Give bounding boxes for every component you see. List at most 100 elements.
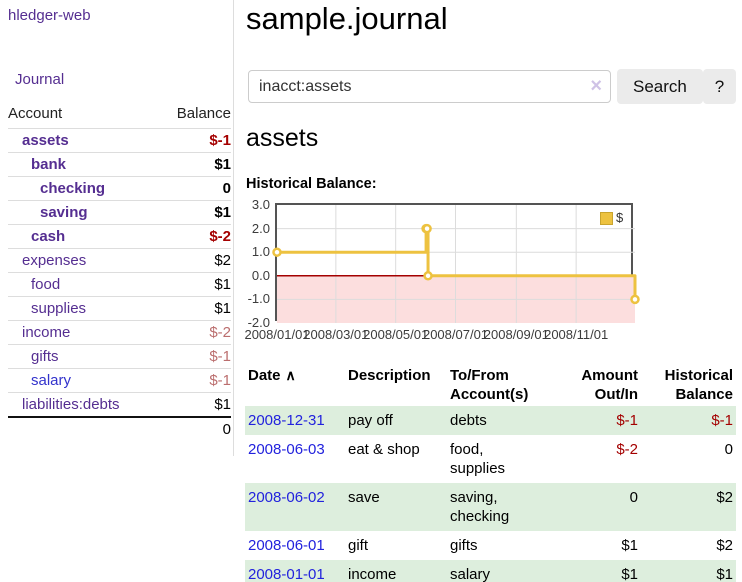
account-link[interactable]: salary — [31, 372, 72, 389]
x-axis-tick: 2008/01/01 — [244, 327, 310, 342]
x-axis-tick: 2008/11/01 — [544, 327, 609, 342]
transaction-date-link[interactable]: 2008-06-02 — [248, 489, 325, 506]
transaction-description: income — [345, 560, 447, 582]
page-title: sample.journal — [246, 1, 448, 36]
account-row: gifts $-1 — [8, 344, 231, 368]
column-header-date[interactable]: Date ∧ — [248, 367, 296, 384]
accounts-total-value: 0 — [222, 421, 231, 438]
transaction-date-link[interactable]: 2008-06-03 — [248, 441, 325, 458]
y-axis-tick: -1.0 — [247, 291, 270, 307]
transaction-accounts: salary — [447, 560, 545, 582]
transaction-balance: 0 — [724, 441, 733, 458]
accounts-tree-header: Account Balance — [8, 102, 231, 128]
account-row: assets $-1 — [8, 128, 231, 152]
balance-column-label: Balance — [176, 105, 231, 122]
account-balance: $2 — [214, 252, 231, 269]
y-axis-tick: 2.0 — [251, 220, 270, 236]
account-link[interactable]: saving — [40, 204, 88, 221]
account-row: expenses $2 — [8, 248, 231, 272]
transaction-accounts: saving, checking — [447, 483, 545, 531]
register-row: 2008-06-01 gift gifts $1 $2 — [245, 531, 736, 560]
legend-label: $ — [616, 210, 624, 225]
transaction-balance: $1 — [716, 566, 733, 582]
register-row: 2008-01-01 income salary $1 $1 — [245, 560, 736, 582]
legend-swatch — [600, 212, 613, 225]
account-row: cash $-2 — [8, 224, 231, 248]
account-link[interactable]: income — [22, 324, 71, 341]
transaction-date-link[interactable]: 2008-06-01 — [248, 537, 325, 554]
y-axis-tick: 1.0 — [251, 244, 270, 260]
account-link[interactable]: checking — [40, 180, 106, 197]
register-row: 2008-12-31 pay off debts $-1 $-1 — [245, 406, 736, 435]
column-header-description: Description — [348, 367, 431, 384]
clear-search-icon[interactable]: × — [590, 75, 602, 97]
transaction-balance: $-1 — [711, 412, 733, 429]
account-link[interactable]: supplies — [31, 300, 87, 317]
sidebar-divider — [233, 0, 234, 456]
historical-balance-chart — [272, 203, 640, 323]
transaction-amount: $-1 — [616, 412, 638, 429]
search-input[interactable] — [248, 70, 611, 103]
transaction-amount: $1 — [621, 566, 638, 582]
transaction-date-link[interactable]: 2008-01-01 — [248, 566, 325, 582]
account-balance: $1 — [214, 300, 231, 317]
y-axis-tick: 0.0 — [251, 267, 270, 283]
sidebar-item-journal[interactable]: Journal — [15, 71, 65, 88]
account-row: income $-2 — [8, 320, 231, 344]
account-balance: $-1 — [209, 348, 231, 365]
register-row: 2008-06-02 save saving, checking 0 $2 — [245, 483, 736, 531]
account-page-title: assets — [246, 124, 319, 152]
account-link[interactable]: assets — [22, 132, 69, 149]
help-button[interactable]: ? — [703, 69, 736, 104]
transaction-amount: $-2 — [616, 441, 638, 458]
account-link[interactable]: expenses — [22, 252, 87, 269]
account-link[interactable]: bank — [31, 156, 67, 173]
register-table: Date ∧ Description To/From Account(s) Amo… — [245, 362, 736, 582]
register-row: 2008-06-03 eat & shop food, supplies $-2… — [245, 435, 736, 483]
chart-heading: Historical Balance: — [246, 176, 377, 192]
column-header-amount: Amount Out/In — [581, 367, 638, 403]
search-button[interactable]: Search — [617, 69, 703, 104]
account-link[interactable]: food — [31, 276, 61, 293]
account-row: liabilities:debts $1 — [8, 392, 231, 416]
transaction-description: eat & shop — [348, 441, 420, 458]
account-row: checking 0 — [8, 176, 231, 200]
column-header-balance: Historical Balance — [664, 367, 733, 403]
x-axis-tick: 2008/05/01 — [363, 327, 429, 342]
transaction-description: pay off — [345, 406, 447, 435]
transaction-balance: $2 — [716, 537, 733, 554]
account-balance: $1 — [214, 396, 231, 413]
account-link[interactable]: cash — [31, 228, 66, 245]
account-balance: $-2 — [209, 228, 231, 245]
sort-asc-icon: ∧ — [285, 367, 296, 383]
account-balance: $-1 — [209, 132, 231, 149]
x-axis-tick: 2008/03/01 — [303, 327, 369, 342]
transaction-accounts: gifts — [450, 537, 478, 554]
transaction-accounts: debts — [447, 406, 545, 435]
y-axis-tick: 3.0 — [251, 197, 270, 212]
brand-link[interactable]: hledger-web — [8, 7, 91, 24]
account-row: food $1 — [8, 272, 231, 296]
account-link[interactable]: gifts — [31, 348, 59, 365]
transaction-description: save — [345, 483, 447, 531]
account-balance: $1 — [214, 156, 231, 173]
account-row: salary $-1 — [8, 368, 231, 392]
transaction-description: gift — [348, 537, 369, 554]
y-axis-tick: -2.0 — [247, 315, 270, 330]
account-balance: $-2 — [209, 324, 231, 341]
account-link[interactable]: liabilities:debts — [22, 396, 120, 413]
transaction-date-link[interactable]: 2008-12-31 — [248, 412, 325, 429]
x-axis-tick: 2008/09/01 — [483, 327, 549, 342]
x-axis-tick: 2008/07/01 — [422, 327, 489, 342]
account-row: supplies $1 — [8, 296, 231, 320]
accounts-total-row: 0 — [8, 416, 231, 440]
transaction-amount: $1 — [621, 537, 638, 554]
transaction-accounts: food, supplies — [450, 441, 506, 477]
account-balance: $1 — [214, 276, 231, 293]
search-form: × — [248, 70, 611, 103]
accounts-tree: Account Balance assets $-1 bank $1 check… — [8, 102, 231, 440]
account-row: saving $1 — [8, 200, 231, 224]
account-balance: $-1 — [209, 372, 231, 389]
account-balance: 0 — [222, 180, 231, 197]
